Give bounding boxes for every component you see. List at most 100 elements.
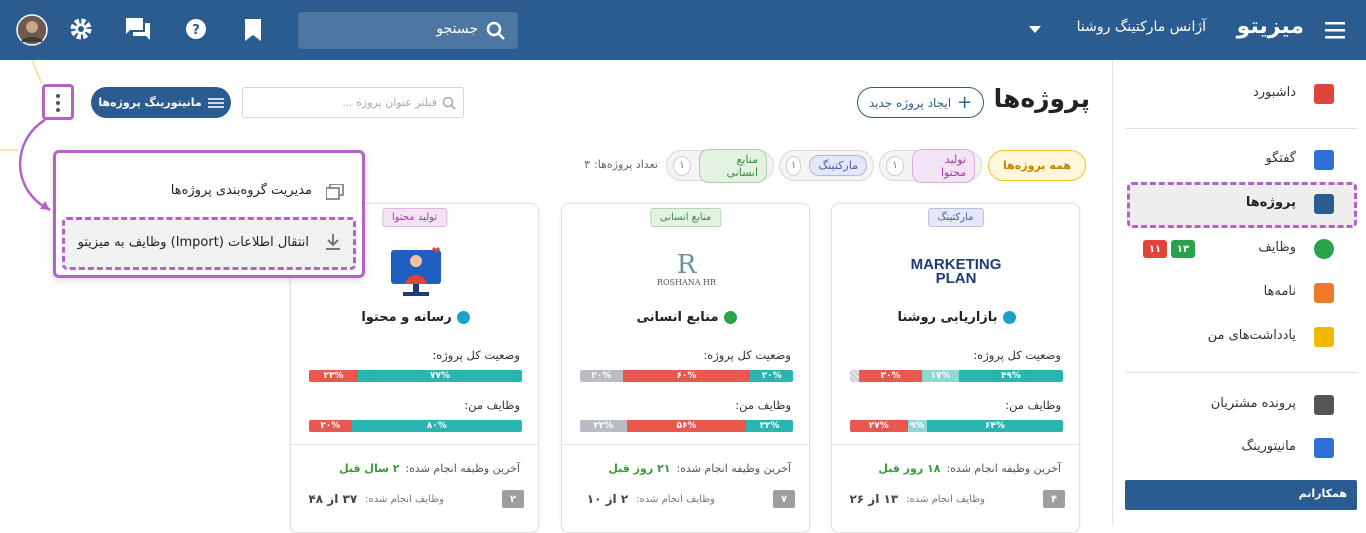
- brand: میزیتو: [1236, 14, 1304, 39]
- nav-item[interactable]: گفتگو: [1265, 151, 1296, 166]
- segment-label: ۲۰%: [761, 371, 782, 381]
- chat-icon[interactable]: [126, 18, 150, 40]
- progress-label: وظایف من:: [464, 398, 520, 412]
- avatar[interactable]: [16, 14, 48, 46]
- group-icon: [326, 184, 344, 200]
- progress-label: وضعیت کل پروژه:: [432, 348, 520, 362]
- project-card[interactable]: منابع انسانی R ROSHANA HR منابع انسانی وضعیت…: [561, 203, 810, 533]
- segment-label: ۹%: [909, 421, 925, 431]
- filter-chip[interactable]: تولید محتوا ۱: [879, 148, 982, 183]
- menu-item[interactable]: انتقال اطلاعات (Import) وظایف به میزیتو: [77, 235, 309, 250]
- filter-placeholder: فیلتر عنوان پروژه ...: [342, 96, 437, 109]
- progress-segment: ۱۷%: [922, 370, 959, 382]
- help-icon[interactable]: ?: [185, 18, 207, 40]
- card-tag: تولید محتوا: [381, 208, 448, 227]
- progress-segment: ۷۷%: [358, 370, 522, 382]
- filter-chip[interactable]: منابع انسانی ۱: [666, 148, 774, 183]
- nav-icon: [1314, 438, 1334, 458]
- progress-segment: ۶۰%: [622, 370, 751, 382]
- done-row: ۴ وظایف انجام شده: ۱۳ از ۲۶: [849, 490, 1065, 508]
- card-divider: [562, 444, 809, 445]
- new-project-button[interactable]: + ایجاد پروژه جدید: [857, 87, 984, 118]
- nav-item[interactable]: پروژه‌ها: [1245, 195, 1296, 210]
- count-value: ۳: [584, 158, 591, 171]
- settings-icon[interactable]: [70, 18, 92, 40]
- menu-icon[interactable]: [1325, 20, 1347, 40]
- last-task-value: ۲۱ روز قبل: [608, 462, 671, 475]
- filter-chip[interactable]: مارکتینگ ۱: [779, 150, 874, 181]
- last-task-value: ۲ سال قبل: [339, 462, 400, 475]
- segment-label: ۲۲%: [759, 421, 780, 431]
- progress-label: وضعیت کل پروژه:: [703, 348, 791, 362]
- progress-label: وظایف من:: [735, 398, 791, 412]
- card-name-row: رسانه و محتوا: [291, 310, 540, 325]
- illustration: [391, 246, 441, 296]
- card-badge: ۲: [502, 490, 524, 508]
- last-task-row: آخرین وظیفه انجام شده: ۱۸ روز قبل: [878, 462, 1061, 475]
- count-badge: ۱۳: [1171, 240, 1195, 258]
- nav-icon: [1314, 239, 1334, 259]
- divider: [1125, 128, 1357, 129]
- segment-label: ۸۰%: [426, 421, 447, 431]
- nav-item[interactable]: وظایف: [1258, 240, 1296, 255]
- nav-icon: [1314, 327, 1334, 347]
- progress-segment: ۶۴%: [926, 420, 1063, 432]
- chip-label: مارکتینگ: [809, 155, 867, 176]
- progress-segment: ۳۰%: [858, 370, 923, 382]
- card-name[interactable]: منابع انسانی: [636, 310, 719, 325]
- monitoring-label: مانیتورینگ پروژه‌ها: [98, 96, 202, 109]
- last-task-row: آخرین وظیفه انجام شده: ۲ سال قبل: [339, 462, 520, 475]
- progress-segment: ۲۰%: [750, 370, 793, 382]
- monitoring-button[interactable]: مانیتورینگ پروژه‌ها: [91, 87, 231, 118]
- segment-label: ۲۲%: [593, 421, 614, 431]
- section-title: همکارانم: [1298, 487, 1347, 500]
- status-icon: [723, 311, 737, 324]
- done-label: وظایف انجام شده:: [365, 493, 444, 505]
- chip-count: ۱: [886, 155, 905, 176]
- card-name[interactable]: بازاریابی روشنا: [897, 310, 998, 325]
- menu-item[interactable]: مدیریت گروه‌بندی پروژه‌ها: [170, 183, 312, 198]
- progress-segment: ۲۰%: [580, 370, 623, 382]
- nav-item[interactable]: مانیتورینگ: [1241, 439, 1296, 454]
- bookmark-icon[interactable]: [245, 19, 261, 41]
- progress-bar: ۲۲% ۵۶% ۲۲%: [580, 420, 793, 432]
- top-bar: میزیتو آژانس مارکتینگ روشنا جستجو ?: [0, 0, 1366, 60]
- last-task-label: آخرین وظیفه انجام شده:: [405, 462, 520, 475]
- search-box[interactable]: جستجو: [298, 12, 518, 49]
- segment-label: ۴۹%: [1000, 371, 1021, 381]
- progress-label: وضعیت کل پروژه:: [973, 348, 1061, 362]
- card-divider: [291, 444, 538, 445]
- project-card[interactable]: مارکتینگ MARKETING PLAN بازاریابی روشنا وضع…: [831, 203, 1080, 533]
- card-name[interactable]: رسانه و محتوا: [361, 310, 452, 325]
- more-button[interactable]: [42, 84, 74, 120]
- filter-input[interactable]: فیلتر عنوان پروژه ...: [242, 87, 464, 118]
- search-icon: [486, 21, 505, 40]
- filter-chip-all[interactable]: همه پروژه‌ها: [988, 150, 1086, 181]
- segment-label: ۲۰%: [591, 371, 612, 381]
- monitoring-icon: [207, 97, 224, 108]
- nav-item[interactable]: یادداشت‌های من: [1207, 328, 1296, 343]
- done-value: ۱۳ از ۲۶: [849, 492, 899, 506]
- nav-icon: [1314, 194, 1334, 214]
- progress-segment: [850, 370, 859, 382]
- progress-bar: ۶۴% ۹% ۲۷%: [850, 420, 1063, 432]
- search-placeholder: جستجو: [436, 21, 478, 37]
- nav-item[interactable]: داشبورد: [1253, 85, 1296, 100]
- segment-label: ۲۷%: [868, 421, 889, 431]
- segment-label: ۲۳%: [323, 371, 344, 381]
- card-name-row: منابع انسانی: [562, 310, 811, 325]
- new-project-label: ایجاد پروژه جدید: [868, 95, 952, 110]
- count-badge: ۱۱: [1143, 240, 1167, 258]
- filter-icon: [442, 96, 456, 110]
- done-row: ۲ وظایف انجام شده: ۳۷ از ۴۸: [308, 490, 524, 508]
- last-task-label: آخرین وظیفه انجام شده:: [676, 462, 791, 475]
- nav-item[interactable]: پرونده مشتریان: [1210, 396, 1296, 411]
- sidebar: داشبورد گفتگو پروژه‌ها وظایف نامه‌ها یادداشت‌…: [1112, 60, 1366, 525]
- last-task-value: ۱۸ روز قبل: [878, 462, 941, 475]
- card-name-row: بازاریابی روشنا: [832, 310, 1081, 325]
- card-badge: ۴: [1043, 490, 1065, 508]
- agency-selector[interactable]: آژانس مارکتینگ روشنا: [1076, 19, 1206, 35]
- nav-item[interactable]: نامه‌ها: [1263, 284, 1296, 299]
